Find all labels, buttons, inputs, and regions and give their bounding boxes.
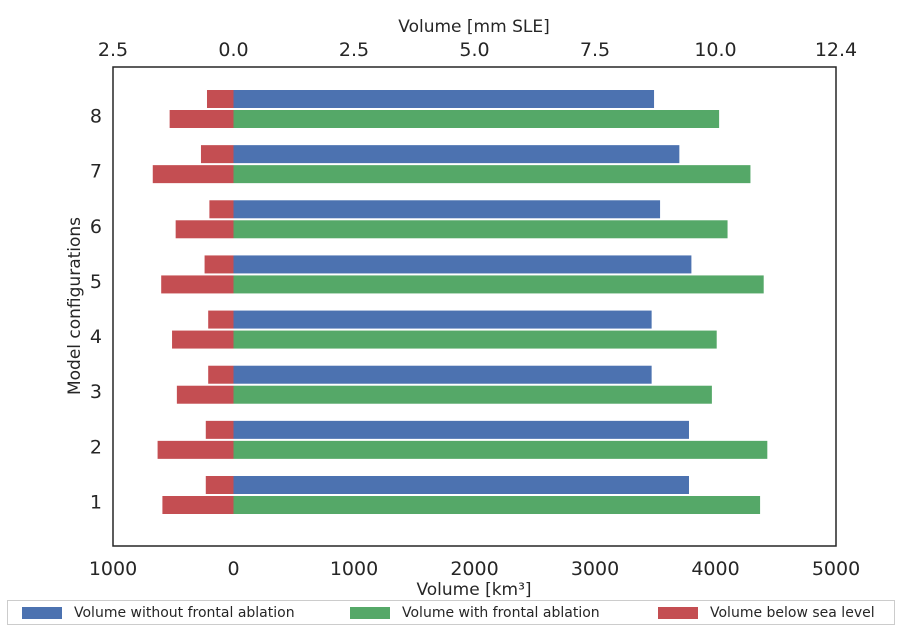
y-tick-label: 2 xyxy=(90,436,102,458)
bar-with-frontal-ablation-8 xyxy=(233,110,720,128)
bar-below-sea-level-lower-6 xyxy=(175,220,234,239)
bar-below-sea-level-lower-4 xyxy=(172,330,234,349)
legend-swatch-green xyxy=(350,606,390,619)
x-tick-label: 0 xyxy=(227,558,239,580)
x-tick-label: 2000 xyxy=(450,558,498,580)
bar-below-sea-level-upper-3 xyxy=(208,365,234,384)
bar-below-sea-level-upper-4 xyxy=(208,310,234,329)
x-tick-label: 1000 xyxy=(330,558,378,580)
secondary-x-tick-label: 2.5 xyxy=(339,39,369,61)
bar-below-sea-level-lower-8 xyxy=(169,110,234,128)
y-tick-label: 5 xyxy=(90,271,102,293)
secondary-x-tick-label: 7.5 xyxy=(580,39,610,61)
bar-without-frontal-ablation-4 xyxy=(233,310,652,329)
secondary-x-tick-label: 5.0 xyxy=(459,39,489,61)
secondary-x-tick-label: 2.5 xyxy=(98,39,128,61)
secondary-x-tick-label: 12.4 xyxy=(815,39,857,61)
bar-with-frontal-ablation-5 xyxy=(233,275,764,294)
chart: 1000 0 1000 2000 3000 4000 5000 2.5 0.0 2.5 5.0 7.… xyxy=(65,17,860,600)
y-tick-label: 7 xyxy=(90,161,102,183)
x-axis-title: Volume [km³] xyxy=(416,580,531,600)
bar-without-frontal-ablation-2 xyxy=(233,420,689,439)
bar-without-frontal-ablation-8 xyxy=(233,90,655,108)
top-tick-labels: 2.5 0.0 2.5 5.0 7.5 10.0 12.4 xyxy=(98,39,857,61)
bar-with-frontal-ablation-1 xyxy=(233,496,761,514)
bar-with-frontal-ablation-6 xyxy=(233,220,728,239)
y-tick-labels: 1 2 3 4 5 6 7 8 xyxy=(90,106,102,514)
bar-below-sea-level-lower-2 xyxy=(157,440,234,459)
secondary-x-tick-label: 10.0 xyxy=(694,39,736,61)
x-tick-label: 5000 xyxy=(812,558,860,580)
x-tick-label: 1000 xyxy=(89,558,137,580)
legend-label-with-frontal-ablation: Volume with frontal ablation xyxy=(402,604,600,621)
bar-without-frontal-ablation-3 xyxy=(233,365,652,384)
bar-below-sea-level-lower-7 xyxy=(152,165,234,184)
legend-item-below-sea-level: Volume below sea level xyxy=(658,601,875,624)
bar-without-frontal-ablation-1 xyxy=(233,476,689,494)
bars-group xyxy=(152,90,768,514)
bar-below-sea-level-lower-5 xyxy=(161,275,234,294)
bar-below-sea-level-upper-5 xyxy=(204,255,234,274)
secondary-x-axis-title: Volume [mm SLE] xyxy=(398,17,549,37)
legend-label-without-frontal-ablation: Volume without frontal ablation xyxy=(74,604,295,621)
secondary-x-tick-label: 0.0 xyxy=(218,39,248,61)
bar-below-sea-level-upper-2 xyxy=(205,420,234,439)
y-tick-label: 6 xyxy=(90,216,102,238)
y-tick-label: 3 xyxy=(90,381,102,403)
bar-without-frontal-ablation-5 xyxy=(233,255,692,274)
x-tick-label: 3000 xyxy=(571,558,619,580)
x-tick-label: 4000 xyxy=(691,558,739,580)
bottom-tick-labels: 1000 0 1000 2000 3000 4000 5000 xyxy=(89,558,860,580)
bar-without-frontal-ablation-7 xyxy=(233,145,680,164)
legend-item-without-frontal-ablation: Volume without frontal ablation xyxy=(22,601,295,624)
legend-label-below-sea-level: Volume below sea level xyxy=(710,604,875,621)
legend-item-with-frontal-ablation: Volume with frontal ablation xyxy=(350,601,600,624)
legend-swatch-blue xyxy=(22,606,62,619)
legend-swatch-red xyxy=(658,606,698,619)
y-axis-title: Model configurations xyxy=(65,217,85,395)
bar-with-frontal-ablation-2 xyxy=(233,440,768,459)
plot-frame xyxy=(112,66,837,547)
y-tick-label: 8 xyxy=(90,106,102,128)
bar-below-sea-level-upper-1 xyxy=(205,476,234,494)
y-tick-label: 1 xyxy=(90,492,102,514)
bar-below-sea-level-upper-6 xyxy=(209,200,234,219)
bar-below-sea-level-lower-3 xyxy=(176,385,234,404)
bar-with-frontal-ablation-4 xyxy=(233,330,717,349)
bar-without-frontal-ablation-6 xyxy=(233,200,661,219)
y-tick-label: 4 xyxy=(90,326,102,348)
legend: Volume without frontal ablation Volume w… xyxy=(7,600,895,625)
bar-with-frontal-ablation-3 xyxy=(233,385,712,404)
bar-with-frontal-ablation-7 xyxy=(233,165,751,184)
bar-below-sea-level-upper-7 xyxy=(200,145,234,164)
bar-below-sea-level-upper-8 xyxy=(206,90,234,108)
bar-below-sea-level-lower-1 xyxy=(162,496,234,514)
